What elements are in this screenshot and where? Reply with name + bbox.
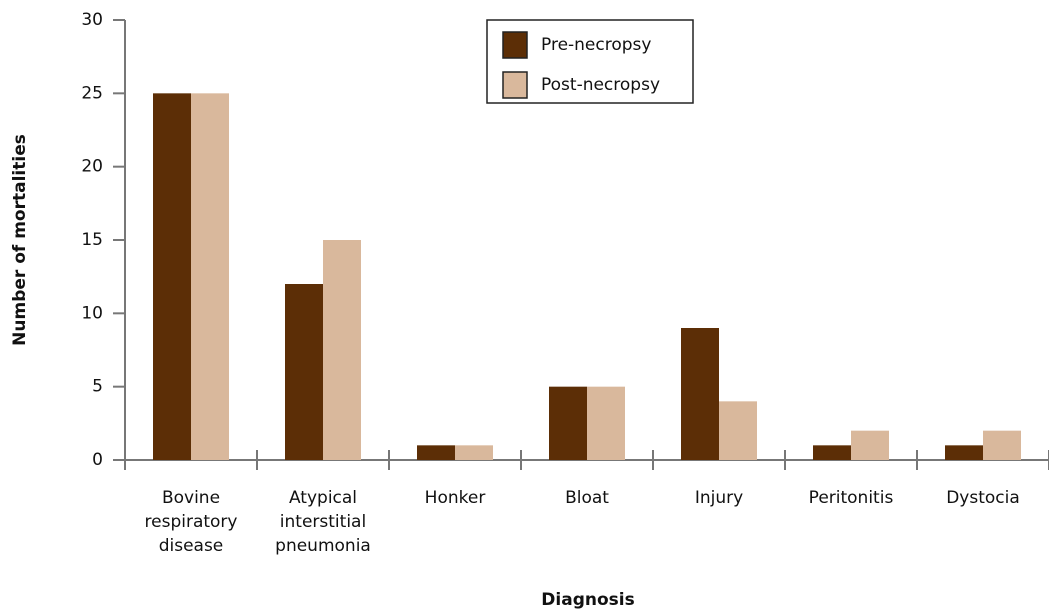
bar	[323, 240, 361, 460]
bar	[719, 401, 757, 460]
x-tick-label: Bovine	[162, 488, 220, 508]
x-tick-label: Bloat	[565, 488, 609, 508]
x-tick-label: Injury	[695, 488, 743, 508]
bar	[549, 386, 587, 460]
x-axis-label: Diagnosis	[541, 590, 634, 610]
bar	[587, 386, 625, 460]
bar	[455, 445, 493, 460]
x-tick-label: disease	[159, 536, 224, 556]
x-tick-label: Dystocia	[946, 488, 1020, 508]
legend-label: Post-necropsy	[541, 75, 660, 95]
x-tick-label: respiratory	[145, 512, 238, 532]
y-tick-label: 0	[92, 450, 103, 470]
bar	[285, 284, 323, 460]
legend-swatch	[502, 71, 528, 99]
x-tick-label: pneumonia	[275, 536, 371, 556]
bar	[851, 430, 889, 460]
bar	[983, 430, 1021, 460]
x-tick-label: interstitial	[280, 512, 366, 532]
y-tick-label: 30	[81, 10, 103, 30]
bar	[813, 445, 851, 460]
bar	[681, 328, 719, 460]
bar	[945, 445, 983, 460]
legend-label: Pre-necropsy	[541, 35, 651, 55]
bar	[191, 93, 229, 460]
x-tick-label: Atypical	[289, 488, 357, 508]
x-tick-label: Peritonitis	[809, 488, 894, 508]
legend-swatch	[502, 31, 528, 59]
y-tick-label: 15	[81, 230, 103, 250]
bar	[417, 445, 455, 460]
y-tick-label: 10	[81, 303, 103, 323]
y-tick-label: 25	[81, 83, 103, 103]
y-tick-label: 20	[81, 157, 103, 177]
bar	[153, 93, 191, 460]
x-tick-label: Honker	[425, 488, 486, 508]
y-tick-label: 5	[92, 377, 103, 397]
y-axis-label: Number of mortalities	[10, 134, 30, 346]
